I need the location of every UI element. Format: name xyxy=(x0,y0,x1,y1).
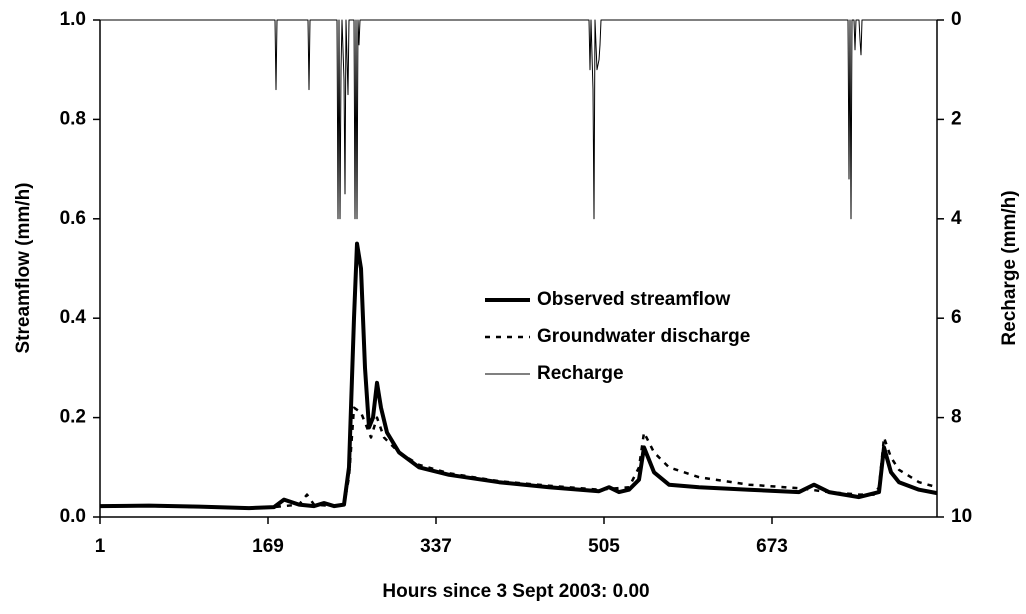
x-axis-title: Hours since 3 Sept 2003: 0.00 xyxy=(382,581,649,602)
y2-tick-label: 8 xyxy=(951,407,962,428)
x-tick-label: 673 xyxy=(756,536,788,557)
y2-tick-label: 10 xyxy=(951,506,972,527)
y2-axis-title: Recharge (mm/h) xyxy=(999,190,1020,345)
x-tick-label: 1 xyxy=(95,536,106,557)
y-tick-label: 1.0 xyxy=(60,9,86,30)
series-line xyxy=(99,241,938,511)
y-tick-label: 0.2 xyxy=(60,407,86,428)
x-tick-label: 169 xyxy=(252,536,284,557)
x-tick-label: 337 xyxy=(420,536,452,557)
y2-tick-label: 4 xyxy=(951,208,962,229)
y-tick-label: 0.6 xyxy=(60,208,86,229)
legend-label: Observed streamflow xyxy=(537,289,730,310)
y2-tick-label: 6 xyxy=(951,307,962,328)
y2-tick-label: 0 xyxy=(951,9,962,30)
legend-label: Groundwater discharge xyxy=(537,326,750,347)
series-line xyxy=(100,406,938,510)
x-tick-label: 505 xyxy=(588,536,620,557)
y2-tick-label: 2 xyxy=(951,108,962,129)
y-tick-label: 0.8 xyxy=(60,108,86,129)
y-axis-title: Streamflow (mm/h) xyxy=(13,182,34,353)
series-line xyxy=(100,19,937,220)
legend-label: Recharge xyxy=(537,363,624,384)
y-tick-label: 0.4 xyxy=(60,307,87,328)
y-tick-label: 0.0 xyxy=(60,506,86,527)
